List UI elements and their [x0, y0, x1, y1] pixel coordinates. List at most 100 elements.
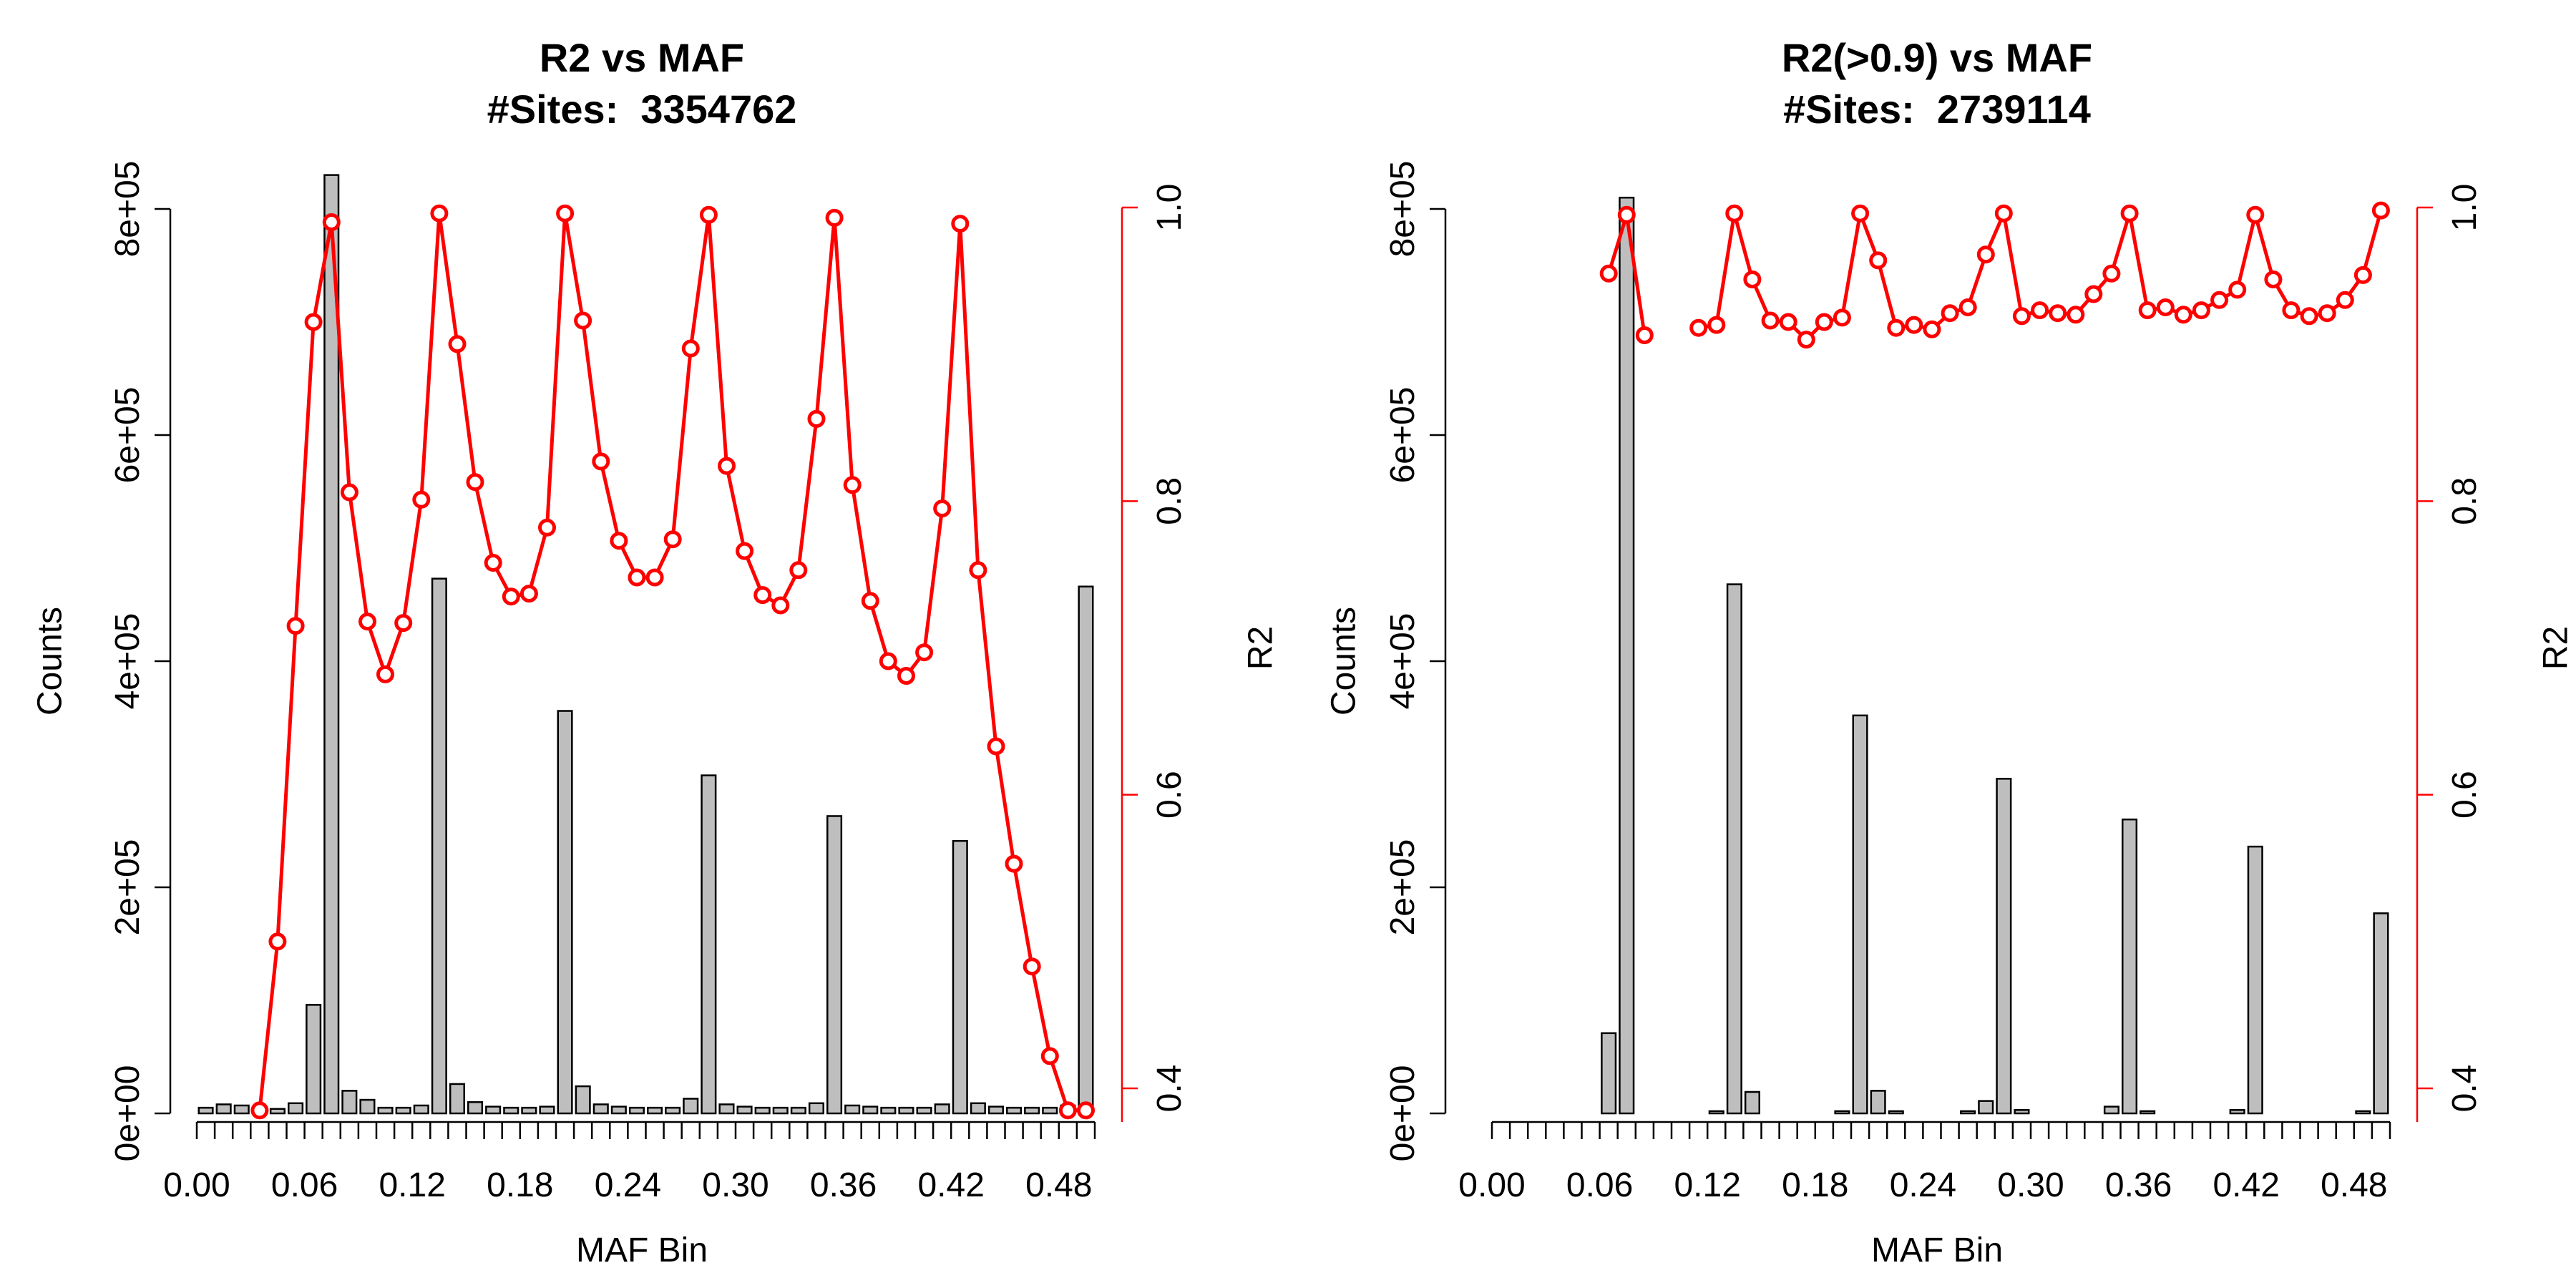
- r2-point: [2031, 301, 2049, 320]
- r2-point: [1635, 326, 1654, 344]
- bar: [2140, 1110, 2156, 1115]
- x-tick-label: 0.42: [917, 1166, 984, 1204]
- panel-r2-vs-maf: R2 vs MAF #Sites: 3354762 MAF Bin Counts…: [31, 35, 1280, 1269]
- bar: [1852, 714, 1868, 1115]
- r2-point: [861, 592, 879, 610]
- y2-tick-label: 0.6: [2446, 771, 2484, 819]
- r2-point: [951, 215, 970, 233]
- bar: [2014, 1109, 2030, 1115]
- x-tick-label: 0.30: [702, 1166, 769, 1204]
- bar: [701, 774, 717, 1115]
- r2-point: [2102, 264, 2121, 283]
- r2-point: [2353, 265, 2372, 284]
- r2-point: [1887, 318, 1906, 337]
- bar: [1744, 1091, 1760, 1115]
- r2-point: [879, 652, 897, 670]
- y-tick-label: 2e+05: [1384, 839, 1422, 936]
- r2-point: [1905, 316, 1923, 334]
- bar: [1708, 1110, 1724, 1115]
- bar: [1726, 583, 1742, 1115]
- r2-point: [2264, 270, 2283, 288]
- r2-point: [1994, 204, 2013, 223]
- bar: [862, 1106, 879, 1115]
- r2-point: [2371, 201, 2390, 220]
- r2-point: [2138, 301, 2157, 320]
- r2-point: [1743, 270, 1762, 288]
- r2-point: [250, 1101, 269, 1120]
- y2-tick-label: 0.6: [1151, 771, 1189, 819]
- bar: [683, 1098, 699, 1115]
- bar: [844, 1104, 861, 1115]
- y-tick-label: 0e+00: [1384, 1065, 1422, 1162]
- r2-point: [807, 409, 826, 428]
- r2-point: [2120, 204, 2139, 223]
- panel-r2-filtered-vs-maf: R2(>0.9) vs MAF #Sites: 2739114 MAF Bin …: [1325, 35, 2575, 1269]
- x-tick-label: 0.48: [1025, 1166, 1092, 1204]
- r2-point: [1005, 854, 1023, 873]
- bar: [647, 1106, 663, 1115]
- r2-point: [718, 457, 736, 475]
- r2-point: [1851, 204, 1870, 223]
- r2-point: [987, 737, 1005, 756]
- y-axis-label: Counts: [1325, 607, 1363, 716]
- r2-point: [1761, 311, 1780, 330]
- r2-point: [538, 518, 556, 537]
- r2-point: [2300, 307, 2318, 326]
- bar: [1978, 1100, 1994, 1115]
- r2-point: [2174, 306, 2192, 324]
- y2-axis-label: R2: [1242, 626, 1280, 670]
- y-tick-label: 4e+05: [109, 613, 147, 710]
- r2-point: [2012, 307, 2031, 326]
- r2-point: [897, 667, 915, 685]
- x-tick-label: 0.36: [810, 1166, 877, 1204]
- r2-point: [556, 204, 575, 223]
- bar: [1601, 1032, 1617, 1115]
- bar: [323, 174, 340, 1115]
- x-tick-label: 0.18: [487, 1166, 553, 1204]
- r2-point: [1941, 304, 1959, 323]
- bar: [1006, 1106, 1023, 1115]
- x-tick-label: 0.24: [1890, 1166, 1956, 1204]
- r2-point: [699, 205, 718, 224]
- x-axis-label: MAF Bin: [1871, 1231, 2003, 1269]
- bar: [449, 1083, 465, 1115]
- r2-point: [1689, 318, 1708, 337]
- r2-point: [286, 617, 305, 635]
- r2-point: [681, 339, 700, 358]
- chart-subtitle: #Sites: 3354762: [487, 87, 797, 132]
- y2-tick-label: 0.8: [1151, 477, 1189, 525]
- x-tick-label: 0.12: [379, 1166, 445, 1204]
- r2-point: [1040, 1047, 1059, 1065]
- bar: [395, 1106, 411, 1115]
- x-tick-label: 0.24: [595, 1166, 661, 1204]
- bar: [306, 1004, 322, 1115]
- x-tick-label: 0.48: [2321, 1166, 2387, 1204]
- r2-point: [1833, 308, 1851, 327]
- bar: [2373, 912, 2389, 1115]
- bar: [431, 577, 447, 1115]
- r2-point: [1707, 316, 1726, 334]
- bar: [2247, 845, 2263, 1115]
- r2-point: [268, 932, 287, 951]
- r2-point: [1725, 204, 1744, 223]
- bar: [1834, 1110, 1850, 1115]
- y2-tick-label: 0.8: [2446, 477, 2484, 525]
- bar: [592, 1103, 609, 1115]
- r2-point: [1617, 205, 1636, 224]
- chart-title: R2(>0.9) vs MAF: [1782, 35, 2092, 80]
- r2-point: [592, 452, 610, 471]
- bar: [521, 1106, 537, 1115]
- bar: [898, 1106, 914, 1115]
- bar: [628, 1106, 645, 1115]
- r2-point: [1815, 313, 1833, 331]
- bar: [2122, 818, 2138, 1115]
- r2-point: [2246, 205, 2265, 224]
- bar: [1870, 1090, 1886, 1115]
- bar: [736, 1106, 753, 1115]
- bar: [467, 1101, 484, 1115]
- bar: [610, 1106, 627, 1115]
- r2-point: [2336, 291, 2354, 309]
- x-tick-label: 0.00: [163, 1166, 230, 1204]
